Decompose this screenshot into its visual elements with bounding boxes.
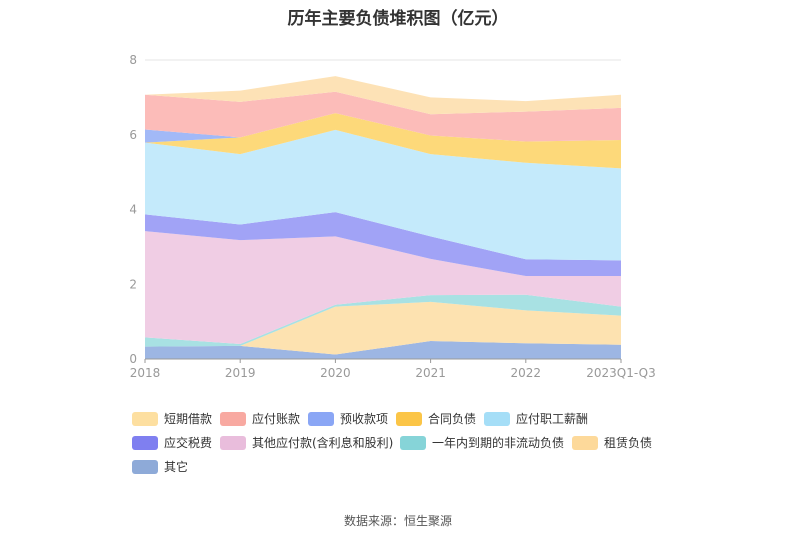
legend-swatch <box>132 459 158 474</box>
legend-label: 应交税费 <box>164 436 213 450</box>
x-tick-label: 2023Q1-Q3 <box>586 366 655 380</box>
area-series-4 <box>145 212 621 277</box>
y-tick-label: 0 <box>129 352 137 366</box>
legend-item[interactable]: 预收款项 <box>308 410 388 427</box>
legend-swatch <box>400 435 426 450</box>
legend-label: 应付职工薪酬 <box>516 412 589 426</box>
legend-item[interactable]: 应交税费 <box>132 434 212 451</box>
x-tick-label: 2020 <box>320 366 351 380</box>
legend-swatch <box>308 411 334 426</box>
x-tick-label: 2021 <box>415 366 446 380</box>
area-series-9 <box>145 76 621 115</box>
legend-swatch <box>572 435 598 450</box>
legend-label: 租赁负债 <box>604 436 653 450</box>
y-tick-label: 2 <box>129 277 137 291</box>
y-tick-label: 8 <box>129 53 137 67</box>
legend-label: 应付账款 <box>252 412 301 426</box>
legend-item[interactable]: 其它 <box>132 458 188 475</box>
legend-swatch <box>484 411 510 426</box>
legend-item[interactable]: 短期借款 <box>132 410 212 427</box>
area-series-7 <box>145 113 621 143</box>
legend-item[interactable]: 应付职工薪酬 <box>484 410 588 427</box>
area-series-2 <box>145 294 621 347</box>
legend-label: 一年内到期的非流动负债 <box>432 436 565 450</box>
legend-swatch <box>396 411 422 426</box>
chart-title: 历年主要负债堆积图（亿元） <box>287 9 509 29</box>
x-tick-label: 2018 <box>130 366 161 380</box>
area-series-0 <box>145 341 621 359</box>
legend-item[interactable]: 应付账款 <box>220 410 300 427</box>
area-series-1 <box>145 301 621 355</box>
y-tick-label: 4 <box>129 203 137 217</box>
x-tick-label: 2022 <box>511 366 542 380</box>
x-tick-label: 2019 <box>225 366 256 380</box>
y-tick-label: 6 <box>129 128 137 142</box>
legend-swatch <box>220 411 246 426</box>
legend-item[interactable]: 其他应付款(含利息和股利) <box>220 434 393 451</box>
legend-label: 合同负债 <box>428 412 477 426</box>
legend-label: 其它 <box>164 460 189 474</box>
area-series-6 <box>145 113 621 169</box>
legend-item[interactable]: 租赁负债 <box>572 434 652 451</box>
legend-swatch <box>132 435 158 450</box>
legend-label: 短期借款 <box>164 412 213 426</box>
legend-item[interactable]: 一年内到期的非流动负债 <box>400 434 564 451</box>
area-series-8 <box>145 91 621 142</box>
legend-swatch <box>132 411 158 426</box>
area-series-5 <box>145 129 621 261</box>
legend-label: 预收款项 <box>340 412 389 426</box>
data-source-label: 数据来源：恒生聚源 <box>343 514 452 528</box>
legend-swatch <box>220 435 246 450</box>
legend-label: 其他应付款(含利息和股利) <box>252 436 394 450</box>
area-series-3 <box>145 231 621 345</box>
legend-item[interactable]: 合同负债 <box>396 410 476 427</box>
